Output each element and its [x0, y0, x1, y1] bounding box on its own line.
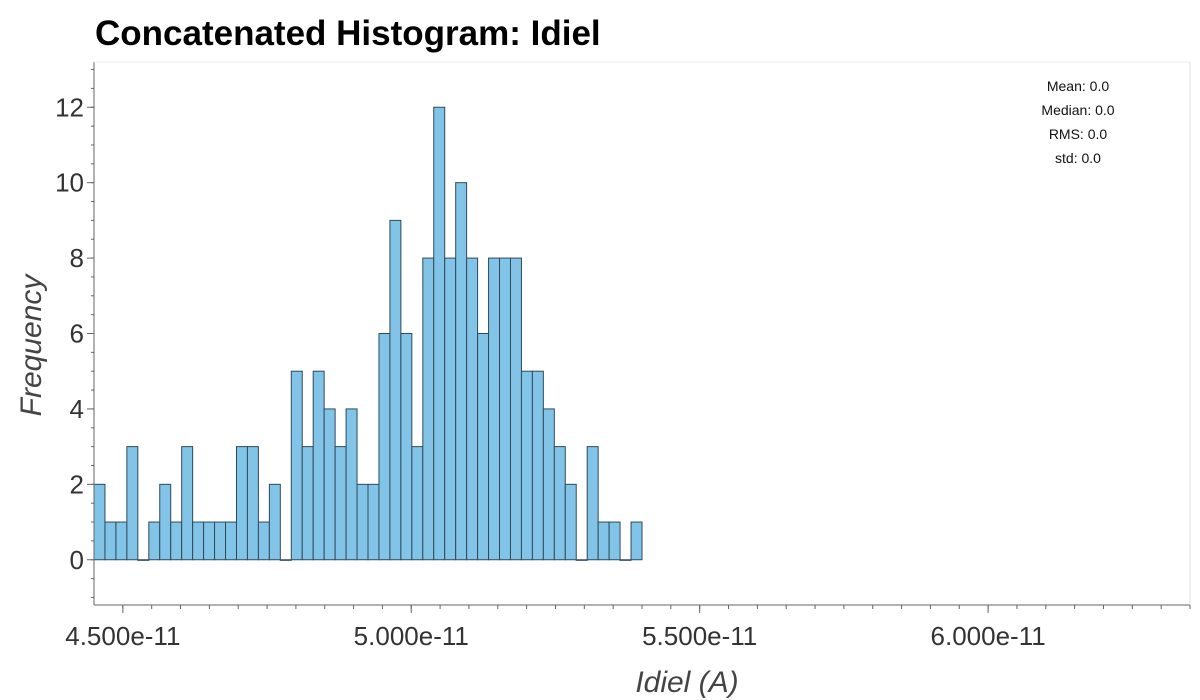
histogram-bar [93, 483, 106, 561]
x-tick-label: 5.000e-11 [354, 621, 469, 651]
y-tick-label: 6 [70, 319, 84, 349]
histogram-bar [553, 446, 566, 561]
histogram-bar [542, 408, 555, 561]
histogram-bar [400, 333, 413, 561]
histogram-bar [148, 521, 161, 561]
histogram-bar [214, 521, 227, 561]
y-tick-label: 8 [70, 243, 84, 273]
y-axis-title: Frequency [15, 273, 48, 417]
histogram-bar [630, 521, 643, 561]
x-tick-label: 4.500e-11 [65, 621, 180, 651]
histogram-bar [509, 257, 522, 561]
histogram-bar [444, 257, 457, 561]
x-tick-label: 6.000e-11 [931, 621, 1046, 651]
histogram-bar [268, 483, 281, 561]
histogram-bar [301, 446, 314, 561]
histogram-bar [290, 370, 303, 561]
histogram-bar [619, 559, 632, 561]
histogram-bar [115, 521, 128, 561]
histogram-bar [170, 521, 183, 561]
histogram-bar [192, 521, 205, 561]
histogram-bar [422, 257, 435, 561]
histogram-bar [137, 559, 150, 561]
histogram-bar [597, 521, 610, 561]
histogram-bar [520, 370, 533, 561]
histogram-bar [531, 370, 544, 561]
histogram-bar [159, 483, 172, 561]
y-tick-label: 12 [55, 92, 84, 122]
histogram-bar [488, 257, 501, 561]
histogram-bar [181, 446, 194, 561]
histogram-bars [93, 106, 643, 561]
chart-title: Concatenated Histogram: Idiel [95, 14, 601, 53]
y-tick-label: 4 [70, 394, 84, 424]
histogram-bar [257, 521, 270, 561]
histogram-bar [356, 483, 369, 561]
axes: 0 2 4 6 8 10 12 4.500e-11 5.000e-11 5.500e-11 6.00… [55, 61, 1191, 651]
histogram-bar [575, 559, 588, 561]
histogram-bar [378, 333, 391, 561]
histogram-bar [389, 219, 402, 561]
y-tick-label: 0 [70, 545, 84, 575]
stats-line: RMS: 0.0 [1049, 126, 1108, 142]
stats-line: Median: 0.0 [1041, 102, 1114, 118]
histogram-bar [586, 446, 599, 561]
histogram-bar [411, 446, 424, 561]
histogram-bar [564, 483, 577, 561]
stats-line: std: 0.0 [1055, 150, 1101, 166]
histogram-bar [477, 333, 490, 561]
histogram-bar [433, 106, 446, 561]
histogram-bar [126, 446, 139, 561]
histogram-bar [466, 257, 479, 561]
histogram-bar [312, 370, 325, 561]
stats-line: Mean: 0.0 [1047, 78, 1109, 94]
histogram-bar [367, 483, 380, 561]
y-tick-label: 10 [55, 168, 84, 198]
histogram-bar [235, 446, 248, 561]
y-tick-label: 2 [70, 469, 84, 499]
histogram-bar [246, 446, 259, 561]
histogram-bar [608, 521, 621, 561]
histogram-bar [225, 521, 237, 561]
x-tick-label: 5.500e-11 [642, 621, 757, 651]
histogram-bar [345, 408, 358, 561]
histogram-bar [323, 408, 336, 561]
x-axis-title: Idiel (A) [635, 666, 738, 699]
histogram-bar [334, 446, 347, 561]
histogram-bar [279, 559, 292, 561]
histogram-bar [104, 521, 117, 561]
histogram-bar [203, 521, 216, 561]
stats-box: Mean: 0.0 Median: 0.0 RMS: 0.0 std: 0.0 [1041, 78, 1114, 166]
histogram-bar [455, 182, 468, 561]
histogram-bar [499, 257, 511, 561]
